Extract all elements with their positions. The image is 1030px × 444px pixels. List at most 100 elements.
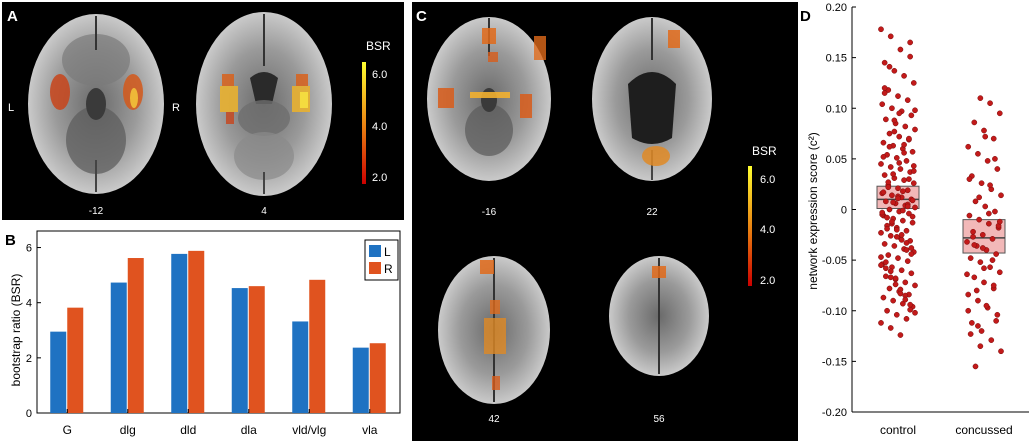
x-tick-label-b-4: vld/vlg (292, 423, 326, 437)
point-control-101 (908, 245, 915, 251)
panel-a-label: A (7, 8, 18, 25)
point-control-76 (912, 282, 918, 289)
point-control-125 (895, 195, 901, 202)
point-control-90 (907, 39, 913, 46)
point-control-30 (887, 164, 894, 170)
point-control-87 (878, 320, 884, 326)
bar-legend: LR (364, 239, 399, 281)
y-tick-label-d-6: -0.10 (822, 306, 847, 318)
point-control-28 (903, 158, 910, 164)
activation-a-2 (220, 74, 310, 124)
point-control-35 (901, 177, 907, 183)
point-concussed-38 (994, 311, 1001, 318)
point-concussed-18 (976, 216, 982, 223)
point-control-93 (901, 141, 907, 148)
x-tick-label-b-1: dlg (120, 423, 136, 437)
point-concussed-1 (987, 100, 993, 107)
point-control-33 (881, 172, 888, 178)
slice-label-a-1: -12 (89, 206, 104, 217)
point-control-138 (880, 189, 887, 196)
point-control-22 (880, 139, 887, 146)
activation-c-3 (480, 260, 506, 390)
colorbar-a-tick-low: 2.0 (372, 172, 387, 184)
point-concussed-19 (986, 220, 992, 227)
point-control-86 (903, 316, 910, 322)
point-concussed-5 (990, 135, 997, 142)
point-concussed-9 (994, 166, 1001, 172)
point-control-95 (885, 179, 892, 186)
point-control-110 (890, 171, 896, 177)
point-control-19 (886, 130, 893, 137)
colorbar-c-tick-high: 6.0 (760, 174, 775, 186)
point-control-20 (896, 133, 903, 140)
point-concussed-0 (977, 95, 984, 101)
point-control-29 (878, 161, 884, 167)
point-control-14 (908, 112, 915, 119)
point-control-50 (906, 210, 912, 217)
point-control-85 (893, 311, 900, 318)
point-control-109 (880, 154, 887, 160)
point-control-75 (902, 279, 909, 286)
x-tick-label-b-5: vla (362, 423, 378, 437)
bar-L-G (50, 331, 67, 413)
y-tick-label-d-0: 0.20 (826, 2, 847, 14)
point-control-39 (904, 187, 911, 194)
point-control-38 (895, 185, 901, 192)
point-control-143 (893, 233, 900, 240)
point-concussed-21 (970, 228, 976, 235)
point-control-48 (886, 206, 893, 213)
point-concussed-15 (982, 203, 989, 210)
bar-R-vla (369, 343, 386, 413)
point-concussed-44 (982, 133, 989, 140)
point-control-9 (895, 93, 901, 99)
point-control-71 (898, 267, 905, 274)
point-control-58 (878, 229, 884, 236)
point-control-41 (889, 192, 895, 199)
point-concussed-54 (973, 287, 980, 294)
y-tick-label-d-7: -0.15 (822, 356, 847, 368)
point-concussed-64 (965, 307, 972, 314)
point-control-1 (887, 33, 894, 40)
point-control-100 (898, 231, 905, 238)
legend-label-L: L (384, 245, 391, 259)
panel-d-label: D (800, 8, 811, 25)
point-concussed-14 (972, 198, 979, 205)
point-control-147 (897, 290, 904, 297)
point-control-120 (881, 90, 888, 96)
bar-L-dld (171, 253, 188, 413)
point-control-106 (886, 63, 893, 70)
point-concussed-4 (981, 127, 987, 134)
bar-L-dla (231, 288, 248, 413)
x-tick-label-d-0: control (880, 423, 916, 437)
point-concussed-43 (972, 363, 979, 370)
point-concussed-65 (975, 323, 981, 329)
point-concussed-53 (964, 271, 970, 278)
bar-chart-frame (36, 230, 401, 414)
point-concussed-55 (983, 302, 990, 309)
point-control-105 (912, 309, 918, 316)
point-concussed-24 (964, 239, 970, 245)
point-concussed-41 (988, 337, 995, 343)
y-tick-label-d-2: 0.10 (826, 103, 847, 115)
panel-c: C -16 22 42 56 BSR 6.0 4.0 2.0 (412, 2, 798, 441)
point-control-102 (883, 259, 889, 265)
point-concussed-3 (971, 119, 978, 126)
point-control-73 (883, 273, 889, 280)
point-control-15 (883, 116, 889, 123)
y-tick-label-d-5: -0.05 (822, 255, 847, 267)
point-concussed-32 (971, 274, 978, 281)
point-control-91 (881, 85, 888, 91)
point-concussed-62 (981, 265, 987, 272)
slice-label-c-3: 42 (488, 414, 500, 425)
y-tick-label-b-2: 4 (26, 298, 32, 310)
point-concussed-59 (987, 182, 993, 189)
activation-c-2 (642, 30, 680, 166)
colorbar-a-tick-mid: 4.0 (372, 121, 387, 133)
point-control-18 (912, 126, 918, 133)
point-control-12 (889, 105, 895, 112)
point-control-92 (891, 117, 898, 124)
point-control-140 (900, 207, 906, 214)
point-control-115 (903, 240, 910, 246)
point-control-126 (904, 203, 911, 210)
